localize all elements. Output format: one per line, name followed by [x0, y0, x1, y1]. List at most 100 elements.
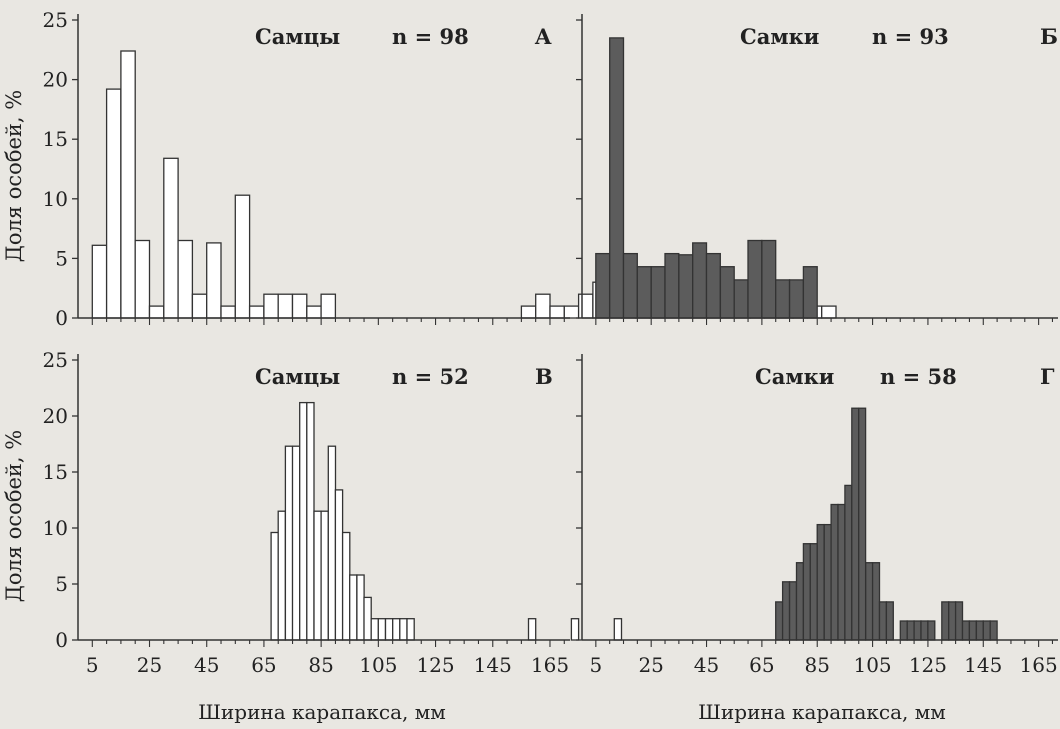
panel-2-bar [334, 489, 344, 641]
panel-2-bar [392, 618, 401, 641]
panel-3-x-tick-label: 85 [805, 653, 830, 677]
panel-1-bar [747, 239, 763, 319]
panel-2-y-tick-label: 20 [43, 404, 68, 428]
panel-2-bar [277, 510, 287, 641]
panel-1-bar [692, 242, 708, 319]
panel-1-bar [622, 252, 638, 319]
panel-3-bar [954, 601, 964, 641]
panel-0-bar [306, 305, 322, 319]
panel-3-x-tick-label: 165 [1020, 653, 1058, 677]
panel-0-bar [520, 305, 537, 319]
panel-1-bar [595, 252, 611, 319]
panel-1-bar [788, 279, 805, 319]
panel-0-bar [120, 50, 136, 319]
panel-2-x-tick-label: 65 [251, 653, 276, 677]
panel-2-bar [370, 618, 380, 641]
panel-0-bar [563, 305, 580, 319]
panel-3-bar [899, 620, 908, 641]
x-axis-label-right: Ширина карапакса, мм [698, 700, 946, 724]
panel-2-bar [313, 510, 322, 641]
panel-0-bar [105, 88, 122, 319]
panel-2-bar [349, 574, 358, 641]
panel-3-x-tick-label: 5 [589, 653, 602, 677]
y-axis-label-bottom: Доля особей, % [2, 429, 26, 603]
panel-1-bar [733, 279, 749, 319]
panel-3-x-tick-label: 45 [694, 653, 719, 677]
panel-2-y-tick-label: 15 [43, 460, 68, 484]
panel-3-bar [906, 620, 915, 641]
panel-0-panel-letter: A [534, 24, 552, 49]
panel-2-bar [284, 445, 294, 641]
panel-2-bar [613, 618, 623, 641]
panel-3-x-tick-label: 105 [853, 653, 891, 677]
panel-2-y-tick-label: 25 [43, 348, 68, 372]
panel-0-bar [206, 242, 222, 319]
panel-2-title: Самцы [255, 364, 340, 389]
panel-0-bar [821, 305, 837, 319]
panel-2-bar [399, 618, 408, 641]
panel-0-y-tick-label: 10 [43, 187, 68, 211]
panel-1-bar [775, 279, 791, 319]
panel-0-y-tick-label: 25 [43, 8, 68, 32]
panel-2-n-label: n = 52 [392, 364, 469, 389]
panel-3-bar [781, 581, 791, 641]
panel-1-bar [705, 252, 721, 319]
panel-3-bar [809, 543, 818, 641]
panel-3-bar [871, 562, 881, 641]
panel-3-panel-letter: Г [1040, 364, 1055, 389]
panel-2-x-tick-label: 25 [137, 653, 162, 677]
panel-3-n-label: n = 58 [880, 364, 957, 389]
panel-3-bar [865, 562, 874, 641]
panel-2-x-tick-label: 125 [416, 653, 454, 677]
panel-2-bar [356, 574, 365, 641]
panel-2-x-tick-label: 85 [308, 653, 333, 677]
panel-2-y-tick-label: 10 [43, 516, 68, 540]
panel-2-bar [306, 401, 315, 641]
panel-2-bar [299, 401, 308, 641]
panel-3-bar [961, 620, 971, 641]
panel-0-y-tick-label: 20 [43, 68, 68, 92]
panel-1-title: Самки [740, 24, 819, 49]
panel-3-bar [920, 620, 929, 641]
panel-0-bar [191, 293, 208, 319]
panel-0-bar [163, 157, 179, 319]
panel-2-bar [327, 445, 337, 641]
panel-1-bar [678, 254, 694, 319]
panel-0-bar [291, 293, 308, 319]
panel-2-bar [320, 510, 329, 641]
panel-1-n-label: n = 93 [872, 24, 949, 49]
panel-2-bar [406, 618, 415, 641]
panel-3-bar [948, 601, 957, 641]
panel-0-bar [234, 194, 251, 319]
panel-0-bar [91, 244, 108, 319]
panel-1-bar [719, 266, 735, 319]
panel-0-y-tick-label: 5 [55, 246, 68, 270]
panel-0-y-tick-label: 15 [43, 127, 68, 151]
x-axis-label-left: Ширина карапакса, мм [198, 700, 446, 724]
panel-2-bar [291, 445, 301, 641]
panel-0-title: Самцы [255, 24, 340, 49]
panel-0-bar [148, 305, 165, 319]
panel-1-bar [761, 239, 777, 319]
panel-3-bar [788, 581, 798, 641]
panel-1-bar [636, 266, 652, 319]
panel-0-bar [320, 293, 337, 319]
panel-1-bar [609, 37, 625, 319]
y-axis-label-top: Доля особей, % [2, 89, 26, 263]
panel-3-x-tick-label: 25 [638, 653, 663, 677]
panel-3-bar [837, 503, 846, 641]
panel-0-bar [220, 305, 236, 319]
panel-0-bar [535, 293, 551, 319]
panel-1-bar [650, 266, 666, 319]
panel-3-bar [941, 601, 950, 641]
panel-2-panel-letter: В [535, 364, 553, 389]
panel-3-bar [816, 523, 825, 641]
panel-2-x-tick-label: 165 [531, 653, 569, 677]
panel-3-bar [927, 620, 936, 641]
panel-3-bar [975, 620, 984, 641]
panel-3-bar [802, 543, 811, 641]
panel-3-bar [851, 407, 860, 641]
panel-2-x-tick-label: 145 [474, 653, 512, 677]
panel-3-title: Самки [755, 364, 834, 389]
panel-3-bar [775, 601, 784, 641]
